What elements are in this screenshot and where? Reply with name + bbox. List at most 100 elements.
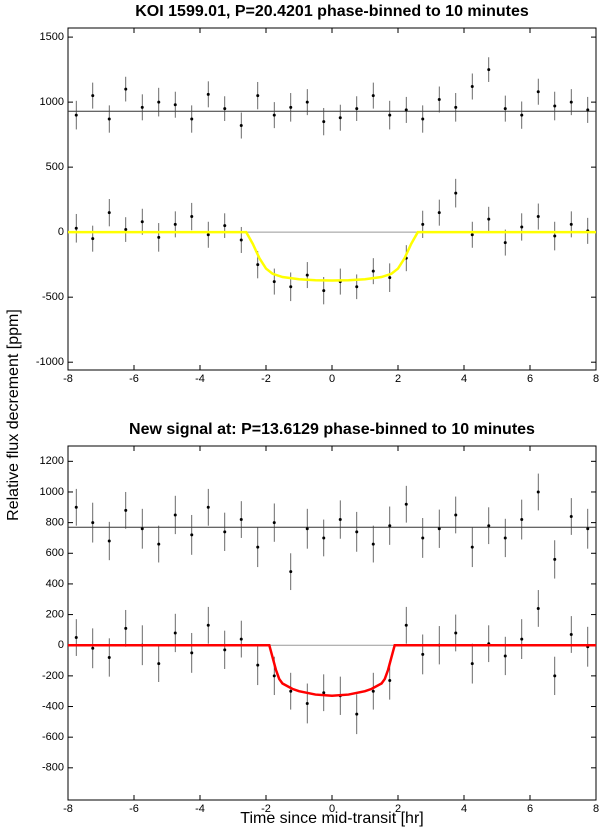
data-point — [206, 92, 210, 96]
data-point — [437, 211, 441, 215]
data-point — [355, 285, 359, 289]
data-point — [569, 632, 573, 636]
data-point — [272, 674, 276, 678]
data-point — [371, 542, 375, 546]
data-point — [124, 626, 128, 630]
data-point — [437, 98, 441, 102]
data-point — [470, 545, 474, 549]
data-point — [157, 662, 161, 666]
data-point — [190, 117, 194, 121]
data-point — [91, 94, 95, 98]
data-point — [421, 222, 425, 226]
data-point — [536, 490, 540, 494]
data-point — [388, 524, 392, 528]
data-point — [107, 211, 111, 215]
data-point — [74, 113, 78, 117]
data-point — [239, 238, 243, 242]
x-tick-label: 8 — [593, 803, 599, 815]
data-point — [338, 518, 342, 522]
data-point — [404, 502, 408, 506]
data-point — [272, 280, 276, 284]
data-point — [140, 220, 144, 224]
data-point — [206, 505, 210, 509]
data-point — [371, 689, 375, 693]
data-point — [421, 652, 425, 656]
x-tick-label: -8 — [63, 373, 73, 385]
x-tick-label: 4 — [461, 373, 467, 385]
x-tick-label: -2 — [261, 373, 271, 385]
y-tick-label: 1500 — [40, 31, 64, 43]
data-point — [305, 701, 309, 705]
data-point — [371, 269, 375, 273]
data-point — [124, 87, 128, 91]
data-point — [305, 527, 309, 531]
data-point — [289, 689, 293, 693]
data-point — [404, 623, 408, 627]
x-tick-label: -8 — [63, 803, 73, 815]
data-point — [355, 712, 359, 716]
data-point — [91, 237, 95, 241]
data-point — [190, 533, 194, 537]
data-point — [437, 527, 441, 531]
y-tick-label: 1200 — [40, 455, 64, 467]
data-point — [289, 285, 293, 289]
data-point — [355, 530, 359, 534]
x-tick-label: -6 — [129, 803, 139, 815]
data-point — [322, 289, 326, 293]
data-point — [256, 663, 260, 667]
data-point — [206, 233, 210, 237]
y-tick-label: 800 — [46, 517, 64, 529]
x-tick-label: 0 — [329, 803, 335, 815]
data-point — [503, 107, 507, 111]
y-tick-label: 0 — [58, 639, 64, 651]
data-point — [74, 636, 78, 640]
y-tick-label: 1000 — [40, 96, 64, 108]
y-tick-label: -600 — [42, 731, 64, 743]
data-point — [256, 263, 260, 267]
data-point — [91, 646, 95, 650]
data-point — [140, 105, 144, 109]
data-point — [107, 539, 111, 543]
data-point — [74, 226, 78, 230]
data-point — [289, 105, 293, 109]
data-point — [157, 542, 161, 546]
data-point — [173, 513, 177, 517]
y-tick-label: 600 — [46, 547, 64, 559]
data-point — [470, 233, 474, 237]
data-point — [421, 117, 425, 121]
data-point — [454, 631, 458, 635]
data-point — [239, 637, 243, 641]
x-tick-label: -4 — [195, 373, 205, 385]
data-point — [487, 524, 491, 528]
data-point — [553, 234, 557, 238]
x-tick-label: 2 — [395, 373, 401, 385]
data-point — [454, 191, 458, 195]
y-tick-label: -1000 — [36, 356, 64, 368]
data-point — [338, 116, 342, 120]
data-point — [503, 536, 507, 540]
data-point — [124, 508, 128, 512]
x-tick-label: 8 — [593, 373, 599, 385]
data-point — [536, 90, 540, 94]
data-point — [107, 655, 111, 659]
y-axis-label: Relative flux decrement [ppm] — [5, 309, 22, 521]
data-point — [173, 222, 177, 226]
data-point — [553, 104, 557, 108]
data-point — [487, 217, 491, 221]
data-point — [586, 527, 590, 531]
data-point — [223, 648, 227, 652]
data-point — [371, 94, 375, 98]
data-point — [223, 530, 227, 534]
y-tick-label: 500 — [46, 161, 64, 173]
chart-title: New signal at: P=13.6129 phase-binned to… — [129, 421, 535, 438]
data-point — [272, 521, 276, 525]
data-point — [520, 225, 524, 229]
y-tick-label: -400 — [42, 700, 64, 712]
data-point — [206, 623, 210, 627]
data-point — [272, 113, 276, 117]
data-point — [289, 570, 293, 574]
plot-area — [67, 27, 597, 371]
x-tick-label: 6 — [527, 373, 533, 385]
x-tick-label: -2 — [261, 803, 271, 815]
